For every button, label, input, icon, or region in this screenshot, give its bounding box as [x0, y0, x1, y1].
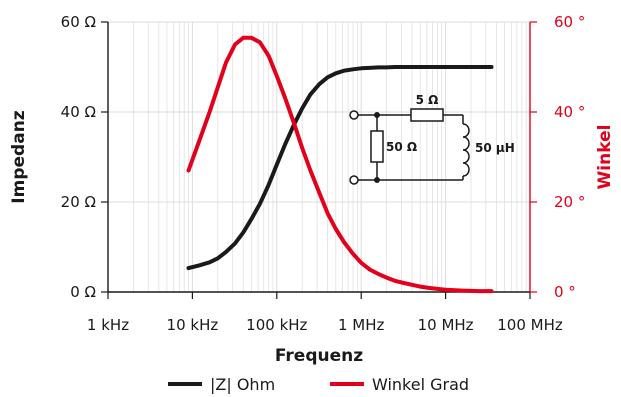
y-right-tick-label: 0 °	[554, 283, 576, 301]
junction-top	[374, 112, 380, 118]
y-axis-title: Impedanz	[9, 110, 29, 203]
inductor-label: 50 µH	[475, 141, 515, 155]
parallel-resistor-label: 50 Ω	[386, 140, 417, 154]
circuit-diagram	[349, 108, 470, 185]
x-tick-label: 1 kHz	[87, 316, 129, 334]
x-tick-label: 100 kHz	[246, 316, 307, 334]
junction-bottom	[374, 177, 380, 183]
y-right-tick-label: 60 °	[554, 13, 585, 31]
x-tick-label: 1 MHz	[338, 316, 385, 334]
legend: |Z| Ohm Winkel Grad	[168, 375, 469, 394]
series-line-impedance	[186, 65, 494, 271]
series-group	[186, 35, 494, 294]
y-axis-ticks: 0 Ω 20 Ω 40 Ω 60 Ω	[61, 13, 108, 301]
y-tick-label: 0 Ω	[70, 283, 96, 301]
y-right-tick-label: 20 °	[554, 193, 585, 211]
y-axis-right-title: Winkel	[595, 125, 615, 190]
y-axis-right-ticks: 0 ° 20 ° 40 ° 60 °	[530, 13, 585, 301]
y-tick-label: 40 Ω	[61, 103, 96, 121]
series-resistor-label: 5 Ω	[416, 93, 439, 107]
terminal-top	[349, 110, 359, 120]
x-axis-title: Frequenz	[275, 346, 363, 366]
series-line-angle	[186, 35, 494, 294]
series-resistor-symbol	[410, 108, 444, 122]
x-tick-label: 10 kHz	[167, 316, 219, 334]
terminal-bottom	[349, 175, 359, 185]
y-tick-label: 20 Ω	[61, 193, 96, 211]
parallel-resistor-symbol	[370, 130, 384, 163]
x-tick-label: 100 MHz	[497, 316, 563, 334]
legend-label-impedance: |Z| Ohm	[210, 375, 275, 394]
legend-label-angle: Winkel Grad	[372, 375, 469, 394]
inductor-symbol	[462, 123, 470, 177]
y-right-tick-label: 40 °	[554, 103, 585, 121]
x-tick-label: 10 MHz	[418, 316, 474, 334]
x-axis-ticks: 1 kHz 10 kHz 100 kHz 1 MHz 10 MHz 100 MHz	[87, 292, 563, 334]
y-tick-label: 60 Ω	[61, 13, 96, 31]
grid	[108, 21, 530, 292]
